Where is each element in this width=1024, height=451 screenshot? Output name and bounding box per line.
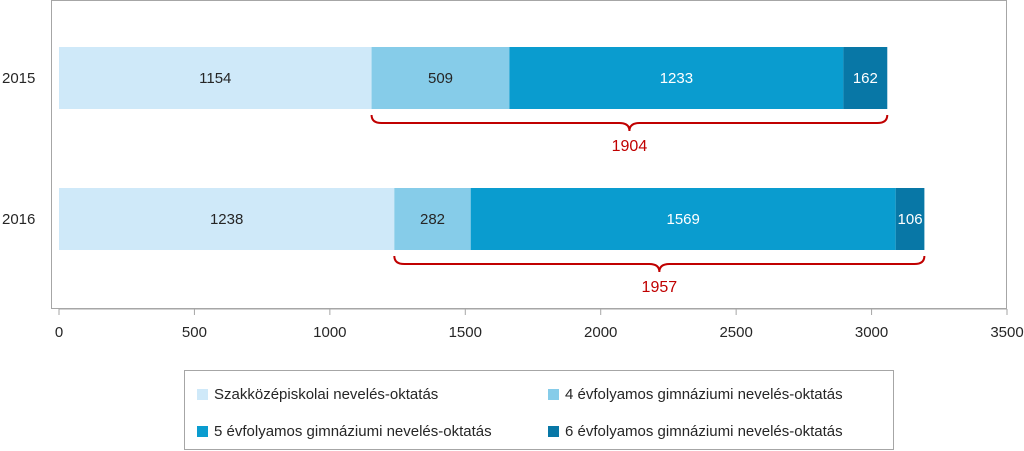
legend-swatch: [197, 425, 208, 437]
data-label: 1569: [667, 211, 700, 228]
legend-swatch: [548, 425, 559, 437]
legend-item-6-evfolyamos: 6 évfolyamos gimnáziumi nevelés-oktatás: [548, 421, 843, 441]
legend-swatch: [548, 388, 559, 400]
legend-label: 4 évfolyamos gimnáziumi nevelés-oktatás: [565, 385, 843, 403]
data-label: 1233: [660, 70, 693, 87]
chart-svg: 0 500 1000 1500 2000 2500 3000 3500 2015 1154 509…: [2, 0, 1024, 341]
bar-segment: [394, 188, 471, 250]
data-label: 106: [898, 211, 923, 228]
bracket-label: 1904: [612, 138, 648, 155]
legend-item-5-evfolyamos: 5 évfolyamos gimnáziumi nevelés-oktatás: [197, 421, 492, 441]
data-label: 1154: [199, 70, 231, 87]
data-label: 509: [428, 70, 453, 87]
legend-item-4-evfolyamos: 4 évfolyamos gimnáziumi nevelés-oktatás: [548, 384, 843, 404]
bar-segment: [470, 188, 896, 250]
x-tick-label: 0: [55, 324, 63, 341]
legend-label: 6 évfolyamos gimnáziumi nevelés-oktatás: [565, 422, 843, 440]
bar-segment: [843, 47, 888, 109]
plot-area-frame: [51, 0, 1007, 309]
bar-segment: [59, 47, 372, 109]
x-tick-label: 3500: [990, 324, 1023, 341]
x-tick-label: 2000: [584, 324, 617, 341]
x-tick-label: 2500: [719, 324, 752, 341]
legend: Szakközépiskolai nevelés-oktatás 4 évfol…: [184, 370, 894, 450]
legend-label: Szakközépiskolai nevelés-oktatás: [214, 385, 439, 403]
bar-segment: [371, 47, 510, 109]
category-label: 2016: [2, 211, 35, 228]
x-tick-label: 500: [182, 324, 207, 341]
bars: 2015 1154 509 1233 162 2016 1238 282 1569 106: [2, 47, 925, 250]
bar-segment: [59, 188, 395, 250]
data-label: 282: [420, 211, 445, 228]
x-tick-label: 1500: [449, 324, 482, 341]
bar-segment: [509, 47, 844, 109]
x-ticks: 0 500 1000 1500 2000 2500 3000 3500: [55, 309, 1024, 341]
data-label: 162: [853, 70, 878, 87]
bar-segment: [895, 188, 925, 250]
legend-item-szakkozepiskolai: Szakközépiskolai nevelés-oktatás: [197, 384, 438, 404]
data-label: 1238: [210, 211, 243, 228]
x-tick-label: 3000: [855, 324, 888, 341]
legend-swatch: [197, 388, 208, 400]
category-label: 2015: [2, 70, 35, 87]
bracket: [370, 114, 889, 132]
bracket-annotations: 1904 1957: [370, 114, 926, 296]
bracket: [393, 255, 926, 273]
x-tick-label: 1000: [313, 324, 346, 341]
bracket-label: 1957: [642, 279, 678, 296]
legend-label: 5 évfolyamos gimnáziumi nevelés-oktatás: [214, 422, 492, 440]
